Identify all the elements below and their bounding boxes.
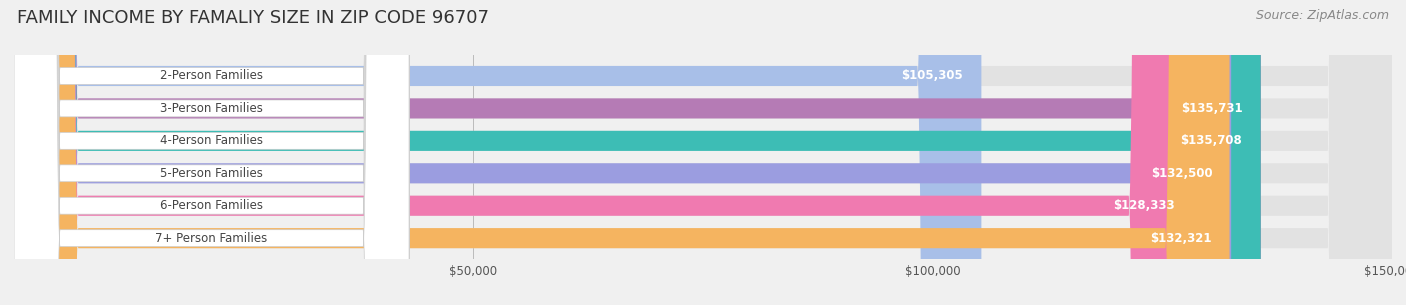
Text: FAMILY INCOME BY FAMALIY SIZE IN ZIP CODE 96707: FAMILY INCOME BY FAMALIY SIZE IN ZIP COD… [17,9,489,27]
Text: 6-Person Families: 6-Person Families [160,199,263,212]
FancyBboxPatch shape [14,0,981,305]
Text: 5-Person Families: 5-Person Families [160,167,263,180]
FancyBboxPatch shape [14,0,1392,305]
FancyBboxPatch shape [14,0,1261,305]
FancyBboxPatch shape [14,0,409,305]
FancyBboxPatch shape [14,0,1261,305]
Text: $105,305: $105,305 [901,70,963,82]
FancyBboxPatch shape [14,0,409,305]
FancyBboxPatch shape [14,0,409,305]
Text: $132,321: $132,321 [1150,232,1211,245]
FancyBboxPatch shape [14,0,1392,305]
FancyBboxPatch shape [14,0,1229,305]
FancyBboxPatch shape [14,0,1392,305]
Text: Source: ZipAtlas.com: Source: ZipAtlas.com [1256,9,1389,22]
FancyBboxPatch shape [14,0,409,305]
Text: $135,731: $135,731 [1181,102,1243,115]
Text: 2-Person Families: 2-Person Families [160,70,263,82]
Text: $128,333: $128,333 [1114,199,1174,212]
Text: 4-Person Families: 4-Person Families [160,135,263,147]
Text: $132,500: $132,500 [1152,167,1213,180]
FancyBboxPatch shape [14,0,1392,305]
FancyBboxPatch shape [14,0,1392,305]
FancyBboxPatch shape [14,0,409,305]
Text: $135,708: $135,708 [1181,135,1243,147]
FancyBboxPatch shape [14,0,1192,305]
FancyBboxPatch shape [14,0,1392,305]
FancyBboxPatch shape [14,0,1232,305]
Text: 3-Person Families: 3-Person Families [160,102,263,115]
FancyBboxPatch shape [14,0,409,305]
Text: 7+ Person Families: 7+ Person Families [156,232,267,245]
